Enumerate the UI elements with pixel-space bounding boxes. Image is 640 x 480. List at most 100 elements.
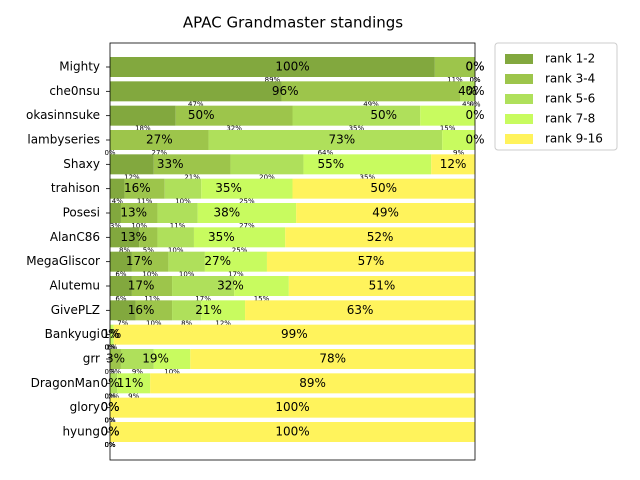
segment-label: 6% (115, 271, 126, 279)
group-label: 13% (120, 230, 147, 244)
group-label: 50% (370, 181, 397, 195)
group-label: 33% (157, 157, 184, 171)
segment-label: 32% (226, 125, 242, 133)
segment-label: 10% (179, 271, 195, 279)
segment-label: 4% (462, 100, 473, 108)
bar-segment (204, 251, 267, 272)
segment-label: 7% (117, 319, 128, 327)
bar-segment (281, 81, 461, 102)
segment-label: 47% (188, 100, 204, 108)
y-tick-label: Bankyugi (45, 327, 100, 341)
bar-segment (113, 324, 476, 345)
bar-segment (420, 105, 475, 126)
y-tick-label: Mighty (59, 60, 100, 74)
bar-segment (110, 203, 121, 223)
bar-segment (157, 227, 194, 248)
bar-segment (120, 203, 158, 223)
bar-segment (434, 57, 475, 77)
legend-swatch (505, 134, 533, 144)
y-tick-label: lambyseries (27, 133, 100, 147)
bar-segment (442, 130, 475, 150)
bar-segment (131, 251, 169, 272)
legend-label: rank 7-8 (545, 112, 595, 126)
segment-label: 17% (228, 271, 244, 279)
bar-segment (201, 178, 293, 199)
group-label: 78% (319, 352, 346, 366)
segment-label: 11% (447, 76, 463, 84)
y-tick-label: AlanC86 (50, 230, 100, 244)
segment-label: 17% (195, 295, 211, 303)
group-label: 27% (204, 254, 231, 268)
segment-label: 25% (239, 198, 255, 206)
bar-segment (110, 178, 125, 199)
group-label: 55% (317, 157, 344, 171)
bar-segment (110, 300, 136, 321)
bar-segment (190, 349, 476, 369)
segment-label: 15% (440, 125, 456, 133)
legend-swatch (505, 94, 533, 104)
group-label: 100% (275, 400, 309, 414)
bar-segment (245, 300, 475, 321)
bar-segment (117, 373, 151, 394)
legend-swatch (505, 114, 533, 124)
bar-segment (120, 349, 154, 369)
segment-label: 18% (135, 125, 151, 133)
bar-segment (110, 349, 121, 369)
segment-label: 9% (453, 149, 464, 157)
group-label: 73% (328, 133, 355, 147)
group-label: 1% (102, 327, 121, 341)
bar-segment (292, 178, 475, 199)
segment-label: 10% (164, 368, 180, 376)
legend-label: rank 1-2 (545, 52, 595, 66)
bar-segment (288, 276, 475, 296)
segment-label: 11% (170, 222, 186, 230)
group-label: 99% (281, 327, 308, 341)
segment-label: 35% (360, 173, 376, 181)
bar-segment (110, 373, 118, 394)
bar-segment (234, 276, 289, 296)
group-label: 13% (120, 206, 147, 220)
bar-segment (135, 300, 173, 321)
bar-segment (168, 251, 205, 272)
bar-segment (110, 276, 132, 296)
segment-label: 5% (143, 246, 154, 254)
axes-frame (109, 42, 476, 461)
legend-swatch (505, 74, 533, 84)
bar-segment (153, 154, 231, 175)
group-label: 52% (367, 230, 394, 244)
group-label: 3% (106, 352, 125, 366)
group-label: 89% (299, 376, 326, 390)
y-tick-label: hyung (62, 425, 100, 439)
y-tick-label: DragonMan (31, 376, 100, 390)
bar-segment (303, 154, 432, 175)
y-tick-label: trahison (51, 181, 100, 195)
group-label: 49% (372, 206, 399, 220)
bar-segment (175, 105, 293, 126)
group-label: 35% (215, 181, 242, 195)
y-tick-label: grr (83, 352, 100, 366)
segment-label: 10% (142, 271, 158, 279)
group-label: 11% (117, 376, 144, 390)
group-label: 100% (275, 425, 309, 439)
group-label: 21% (195, 303, 222, 317)
group-label: 57% (358, 254, 385, 268)
y-tick-label: okasinnsuke (26, 108, 100, 122)
bar-segment (172, 276, 235, 296)
segment-label: 15% (254, 295, 270, 303)
segment-label: 27% (151, 149, 167, 157)
bar-segment (197, 203, 297, 223)
legend-label: rank 3-4 (545, 72, 595, 86)
group-label: 12% (440, 157, 467, 171)
y-tick-label: Posesi (63, 206, 100, 220)
bar-segment (431, 154, 475, 175)
bar-segment (193, 227, 286, 248)
group-label: 16% (124, 181, 151, 195)
segment-label: 49% (363, 100, 379, 108)
bar-segment (110, 422, 475, 442)
bar-segment (110, 130, 209, 150)
chart-title: APAC Grandmaster standings (183, 14, 403, 32)
y-tick-label: glory (70, 400, 100, 414)
bar-segment (110, 324, 114, 345)
bar-segment (201, 300, 246, 321)
bar-segment (139, 227, 158, 248)
